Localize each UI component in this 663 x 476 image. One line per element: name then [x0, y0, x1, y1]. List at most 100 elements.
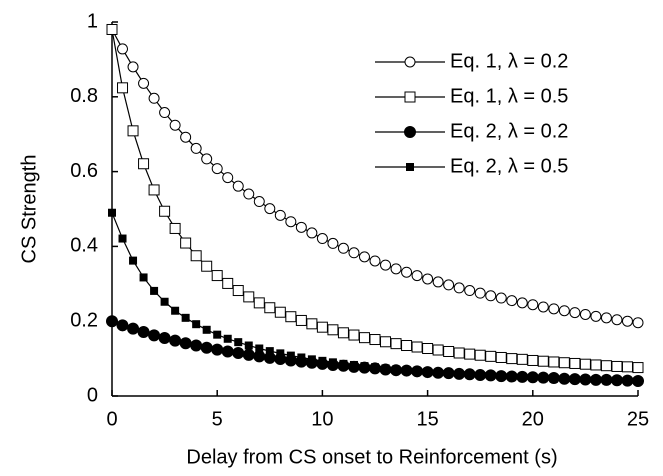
data-point — [432, 344, 444, 356]
data-point — [127, 125, 139, 137]
data-point — [160, 297, 169, 306]
data-point — [474, 287, 486, 299]
data-point — [285, 216, 297, 228]
data-point — [202, 325, 211, 334]
data-point — [579, 308, 591, 320]
data-point — [138, 77, 150, 89]
data-point — [413, 366, 422, 375]
data-point — [148, 92, 160, 104]
data-point — [369, 334, 381, 346]
data-point — [192, 320, 201, 329]
data-point — [137, 326, 150, 339]
x-tick-label: 20 — [522, 408, 544, 430]
data-point — [339, 359, 348, 368]
data-point — [422, 273, 434, 285]
data-point — [265, 347, 274, 356]
data-point — [495, 351, 507, 363]
data-point — [444, 369, 453, 378]
data-point — [558, 357, 570, 369]
data-point — [443, 279, 455, 291]
data-point — [181, 313, 190, 322]
data-point — [611, 360, 623, 372]
data-point — [623, 377, 632, 386]
x-tick-label: 10 — [311, 408, 333, 430]
data-point — [274, 209, 286, 221]
data-point — [380, 259, 392, 271]
data-point — [127, 322, 140, 335]
legend-label: Eq. 1, λ = 0.5 — [450, 85, 568, 107]
data-point — [401, 340, 413, 352]
data-point — [316, 233, 328, 245]
data-point — [118, 234, 127, 243]
data-point — [537, 355, 549, 367]
data-point — [222, 172, 234, 184]
data-point — [222, 277, 234, 289]
data-point — [474, 349, 486, 361]
data-point — [632, 317, 644, 329]
data-point — [295, 314, 307, 326]
data-point — [560, 375, 569, 384]
data-point — [200, 341, 213, 354]
data-point — [108, 208, 116, 217]
data-point — [476, 371, 485, 380]
data-point — [307, 355, 316, 364]
data-point — [117, 43, 129, 55]
data-point — [190, 250, 202, 262]
data-point — [243, 188, 255, 200]
data-point — [348, 247, 360, 259]
x-tick-label: 15 — [416, 408, 438, 430]
data-point — [138, 158, 150, 170]
data-point — [380, 336, 392, 348]
data-point — [127, 61, 139, 73]
data-point — [465, 370, 474, 379]
x-tick-label: 25 — [627, 408, 649, 430]
y-tick-label: 0.4 — [70, 235, 98, 257]
legend-marker — [404, 91, 416, 103]
legend-label: Eq. 2, λ = 0.2 — [450, 120, 568, 142]
data-point — [169, 334, 182, 347]
data-point — [232, 180, 244, 192]
legend-marker — [406, 163, 414, 171]
data-point — [148, 329, 161, 342]
data-point — [348, 329, 360, 341]
data-point — [106, 315, 118, 328]
data-point — [201, 153, 213, 165]
data-point — [221, 345, 234, 358]
data-point — [211, 163, 223, 175]
data-point — [486, 371, 495, 380]
data-point — [600, 360, 612, 372]
data-point — [537, 301, 549, 313]
data-point — [411, 270, 423, 282]
data-point — [264, 203, 276, 215]
data-point — [611, 314, 623, 326]
data-point — [211, 270, 223, 282]
data-point — [590, 310, 602, 322]
data-point — [360, 362, 369, 371]
data-point — [327, 324, 339, 336]
legend-label: Eq. 1, λ = 0.2 — [450, 50, 568, 72]
data-point — [150, 286, 159, 295]
data-point — [337, 242, 349, 254]
data-point — [201, 260, 213, 272]
data-point — [528, 373, 537, 382]
data-point — [518, 373, 527, 382]
data-point — [548, 356, 560, 368]
data-point — [242, 348, 255, 361]
data-point — [455, 369, 464, 378]
data-point — [244, 341, 253, 350]
data-point — [171, 306, 180, 315]
data-point — [369, 255, 381, 267]
data-point — [306, 318, 318, 330]
x-tick-label: 5 — [212, 408, 223, 430]
data-point — [612, 377, 621, 386]
data-point — [180, 131, 192, 143]
data-point — [621, 315, 633, 327]
data-point — [464, 348, 476, 360]
data-point — [159, 205, 171, 217]
data-point — [485, 290, 497, 302]
y-tick-label: 1 — [87, 10, 98, 32]
data-point — [234, 338, 243, 347]
data-point — [506, 295, 518, 307]
data-point — [297, 353, 306, 362]
data-point — [255, 344, 264, 353]
